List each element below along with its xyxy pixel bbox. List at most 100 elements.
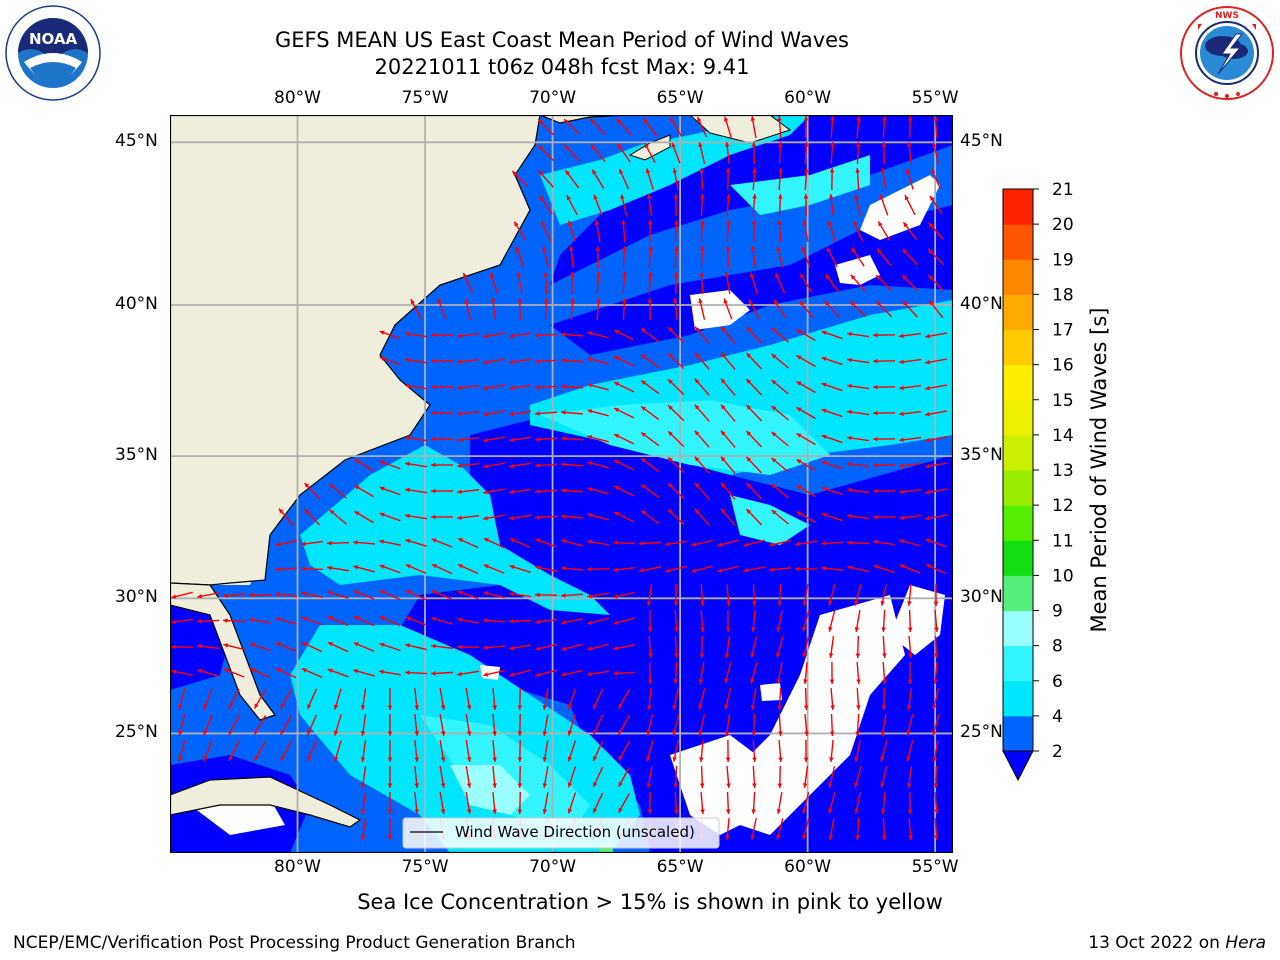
wave-direction-arrow (778, 739, 783, 763)
wave-direction-arrow (776, 636, 784, 658)
wave-direction-arrow (691, 565, 713, 573)
wave-direction-arrow (694, 508, 710, 526)
colorbar-segment (1003, 364, 1033, 401)
wave-direction-arrow (613, 511, 635, 523)
wave-direction-arrow (899, 410, 921, 417)
wave-direction-arrow (694, 404, 710, 422)
wave-direction-arrow (934, 817, 939, 841)
wave-direction-arrow (587, 643, 609, 651)
lon-label-top: 75°W (401, 88, 449, 108)
wave-direction-arrow (589, 118, 607, 136)
wave-direction-arrow (776, 246, 784, 268)
wave-direction-arrow (228, 714, 240, 736)
wave-direction-arrow (933, 661, 938, 685)
wave-direction-arrow (821, 434, 843, 444)
wave-direction-arrow (465, 766, 472, 788)
wave-direction-arrow (855, 817, 860, 841)
wave-direction-arrow (872, 410, 896, 416)
wave-direction-arrow (640, 405, 660, 421)
wave-direction-arrow (667, 508, 685, 526)
wave-direction-arrow (667, 430, 685, 448)
wave-direction-arrow (724, 636, 731, 658)
wave-direction-arrow (327, 668, 349, 678)
wave-direction-arrow (534, 437, 558, 442)
wave-direction-arrow (642, 117, 658, 137)
wave-direction-arrow (804, 713, 809, 737)
wave-direction-arrow (405, 538, 427, 547)
wave-direction-arrow (456, 410, 480, 417)
wave-direction-arrow (534, 463, 558, 468)
wave-direction-arrow (197, 668, 219, 677)
wave-direction-arrow (899, 436, 921, 443)
wave-direction-arrow (352, 540, 376, 545)
wave-direction-arrow (327, 565, 349, 572)
wave-direction-arrow (771, 353, 789, 369)
wave-direction-arrow (405, 435, 427, 442)
wave-direction-arrow (826, 246, 838, 268)
wave-direction-arrow (700, 245, 705, 269)
wave-direction-arrow (899, 358, 921, 365)
wave-direction-arrow (534, 592, 558, 598)
wave-direction-arrow (881, 141, 887, 165)
wave-direction-arrow (829, 193, 834, 217)
wave-direction-arrow (405, 383, 427, 390)
wave-direction-arrow (590, 144, 606, 162)
wave-direction-arrow (405, 616, 427, 626)
wave-direction-arrow (275, 540, 297, 547)
colorbar-tick-label: 20 (1052, 215, 1074, 235)
wave-direction-arrow (925, 332, 947, 339)
wave-direction-arrow (699, 167, 704, 191)
wave-direction-arrow (647, 219, 653, 243)
wave-direction-arrow (596, 271, 601, 295)
wave-direction-arrow (568, 245, 575, 269)
wave-direction-arrow (907, 141, 912, 165)
wave-direction-arrow (821, 330, 843, 340)
wave-direction-arrow (405, 487, 427, 494)
wave-direction-arrow (899, 384, 921, 391)
wave-direction-arrow (353, 615, 375, 627)
wave-direction-arrow (872, 332, 896, 338)
wave-direction-arrow (465, 792, 472, 814)
wave-direction-arrow (275, 642, 297, 652)
noaa-logo-text: NOAA (29, 30, 78, 48)
wave-direction-arrow (567, 766, 577, 788)
wave-direction-arrow (855, 713, 860, 737)
wave-direction-arrow (379, 564, 401, 574)
wave-direction-arrow (745, 456, 763, 474)
wave-direction-arrow (777, 115, 782, 139)
wave-direction-arrow (771, 379, 789, 395)
wave-direction-arrow (725, 817, 730, 841)
wave-direction-arrow (405, 643, 427, 651)
wave-direction-arrow (222, 593, 246, 598)
wave-direction-arrow (674, 791, 679, 815)
wave-direction-arrow (560, 384, 584, 389)
wave-direction-arrow (751, 219, 757, 243)
wave-direction-arrow (405, 461, 427, 468)
nws-logo-icon: NWS (1180, 6, 1274, 100)
wave-direction-arrow (617, 143, 631, 163)
map-panel[interactable]: Wind Wave Direction (unscaled) (170, 115, 953, 853)
wave-direction-arrow (673, 583, 679, 607)
wave-direction-arrow (907, 791, 913, 815)
wave-direction-arrow (457, 537, 479, 549)
wave-direction-arrow (592, 688, 604, 710)
wave-direction-arrow (933, 115, 938, 139)
wave-direction-arrow (672, 714, 680, 736)
wave-direction-arrow (769, 539, 791, 547)
lon-label-top: 65°W (656, 88, 704, 108)
colorbar-tick-label: 14 (1052, 426, 1074, 446)
wave-direction-arrow (796, 432, 816, 446)
wave-direction-arrow (796, 380, 816, 394)
colorbar-tick-label: 21 (1052, 180, 1074, 200)
wave-direction-arrow (587, 331, 609, 339)
wave-direction-arrow (830, 141, 835, 165)
wave-direction-arrow (509, 410, 531, 417)
wave-direction-arrow (430, 643, 454, 650)
wave-direction-arrow (881, 687, 887, 711)
wave-direction-arrow (249, 617, 271, 624)
wave-direction-arrow (821, 512, 843, 522)
lat-label-left: 40°N (115, 293, 158, 314)
wave-direction-arrow (333, 740, 342, 762)
wave-direction-arrow (613, 381, 635, 393)
wave-direction-arrow (646, 584, 653, 606)
